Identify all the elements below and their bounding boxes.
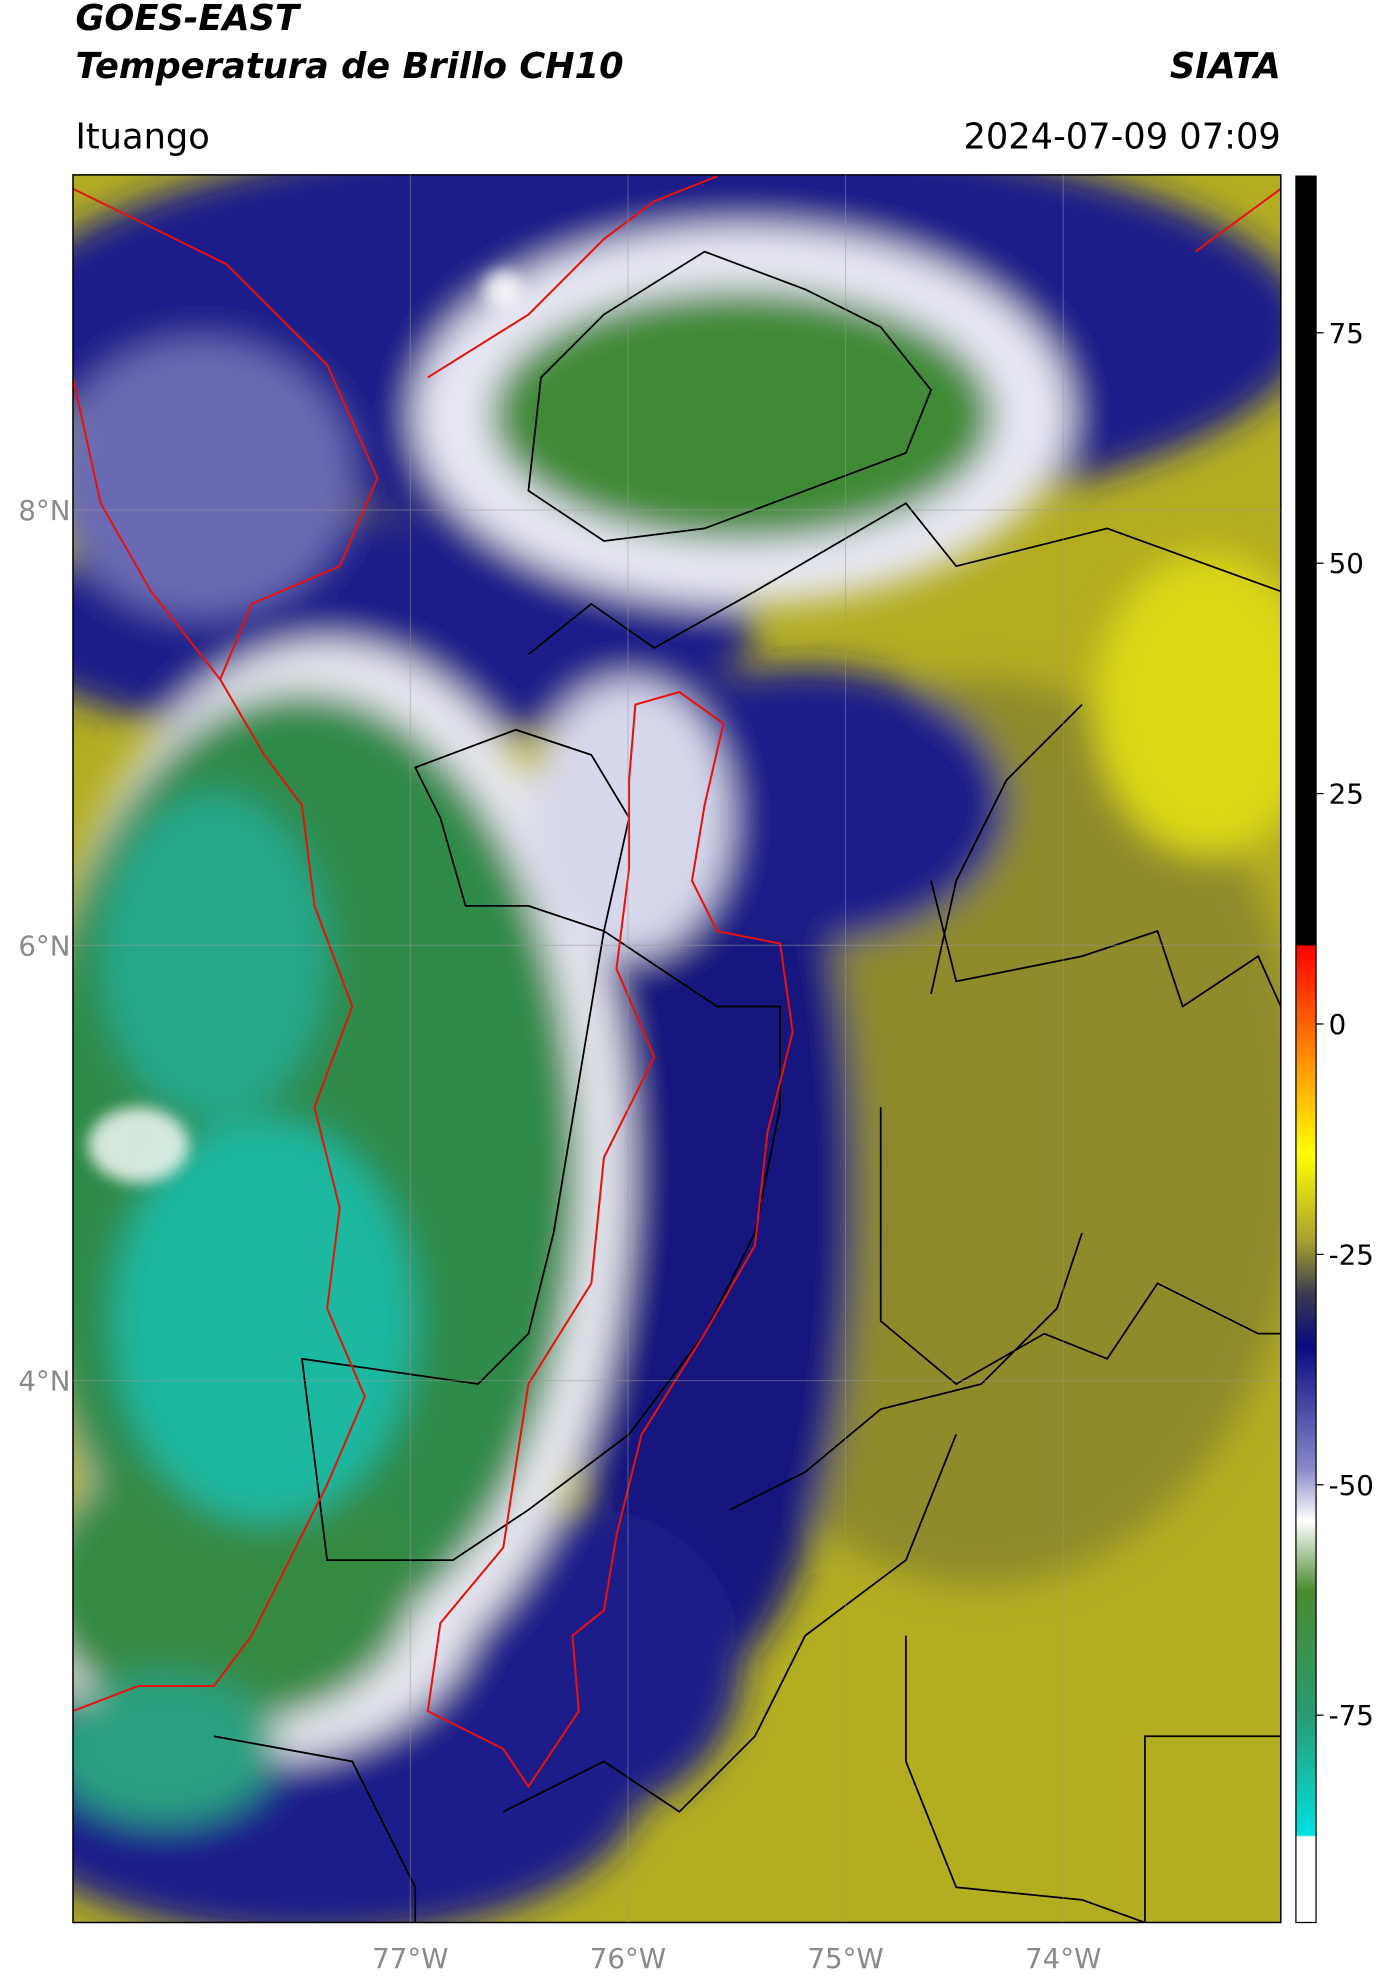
map-frame xyxy=(72,174,1282,1924)
colorbar-tick-label: -25 xyxy=(1329,1238,1374,1271)
y-tick-label: 6°N xyxy=(18,929,70,962)
subtitle: Temperatura de Brillo CH10 xyxy=(75,46,623,87)
colorbar-tick-label: 0 xyxy=(1329,1008,1347,1041)
satellite-image xyxy=(72,174,1281,1923)
x-tick-label: 77°W xyxy=(372,1942,448,1975)
colorbar xyxy=(1295,175,1317,1924)
x-tick-label: 74°W xyxy=(1025,1942,1101,1975)
colorbar-tick-label: -50 xyxy=(1329,1469,1374,1502)
x-tick-label: 76°W xyxy=(590,1942,666,1975)
y-tick-label: 8°N xyxy=(18,494,70,527)
x-tick-label: 75°W xyxy=(807,1942,883,1975)
colorbar-tick-label: 50 xyxy=(1329,547,1364,580)
colorbar-tick-label: -75 xyxy=(1329,1699,1374,1732)
location: Ituango xyxy=(75,116,209,157)
brand: SIATA xyxy=(1170,46,1281,87)
datetime: 2024-07-09 07:09 xyxy=(963,116,1280,157)
y-tick-label: 4°N xyxy=(18,1365,70,1398)
colorbar-tick-label: 25 xyxy=(1329,778,1364,811)
colorbar-tick-label: 75 xyxy=(1329,317,1364,350)
title: GOES-EAST xyxy=(75,0,302,39)
